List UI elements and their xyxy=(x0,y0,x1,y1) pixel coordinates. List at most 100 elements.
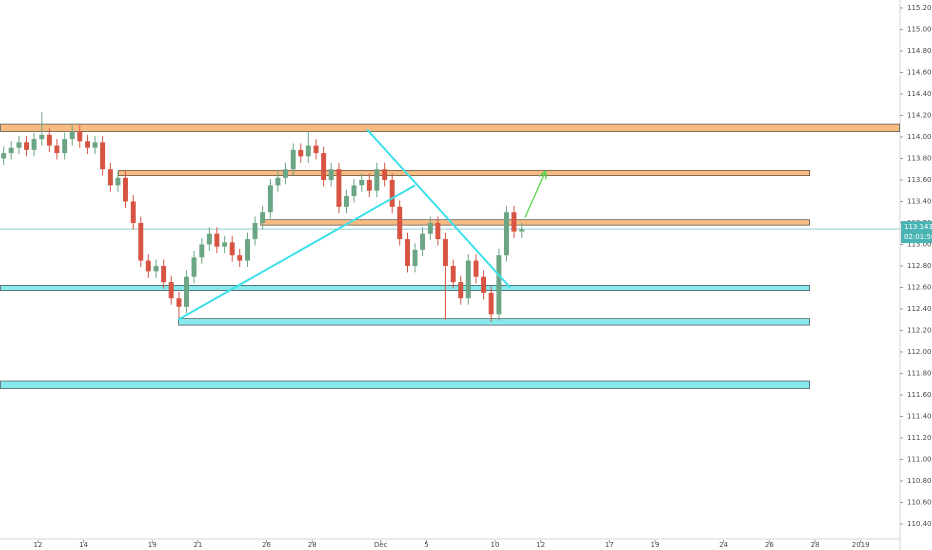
candle-body xyxy=(184,276,189,307)
x-tick-label: 19 xyxy=(148,541,157,549)
candle-body xyxy=(229,242,235,256)
candle-body xyxy=(24,142,29,150)
y-tick-label: 114.200 xyxy=(907,111,932,119)
candle-body xyxy=(245,239,250,261)
y-tick-label: 111.600 xyxy=(907,391,932,399)
candle-body xyxy=(442,239,448,266)
x-tick-label: 26 xyxy=(262,541,271,549)
candle-body xyxy=(16,142,22,148)
candle-body xyxy=(107,169,113,186)
y-tick-label: 110.400 xyxy=(907,520,932,528)
x-tick-label: 17 xyxy=(605,541,614,549)
candle-body xyxy=(488,292,494,315)
y-tick-label: 113.800 xyxy=(907,154,932,162)
candle-body xyxy=(343,196,349,207)
y-tick-label: 112.000 xyxy=(907,348,932,356)
candle-body xyxy=(267,185,273,213)
zone xyxy=(0,123,900,132)
candle-body xyxy=(366,179,372,191)
candle-body xyxy=(359,179,365,186)
y-tick-label: 112.400 xyxy=(907,305,932,313)
candle-body xyxy=(39,134,45,140)
y-tick-label: 114.400 xyxy=(907,90,932,98)
x-tick-label: 26 xyxy=(765,541,774,549)
candle-body xyxy=(77,131,83,142)
x-tick-label: 5 xyxy=(424,541,428,549)
candle-body xyxy=(199,244,205,258)
candle-body xyxy=(427,222,433,234)
x-tick-label: 12 xyxy=(536,541,545,549)
y-tick-label: 113.000 xyxy=(907,240,932,248)
x-tick-label: 2019 xyxy=(852,541,870,549)
candle-body xyxy=(1,153,7,159)
candle-body xyxy=(31,139,37,150)
candle-body xyxy=(382,169,388,180)
countdown-label: 02:01:50 xyxy=(904,233,932,241)
y-tick-label: 114.800 xyxy=(907,47,932,55)
y-tick-label: 113.600 xyxy=(907,176,932,184)
y-tick-label: 110.800 xyxy=(907,477,932,485)
y-tick-label: 111.200 xyxy=(907,434,932,442)
candle-body xyxy=(153,265,159,272)
candle-body xyxy=(206,233,212,245)
candle-body xyxy=(290,149,296,170)
candle-body xyxy=(305,145,311,157)
candle-body xyxy=(145,260,151,272)
candle-body xyxy=(435,222,441,240)
candle-body xyxy=(397,206,403,240)
x-tick-label: 12 xyxy=(33,541,42,549)
y-tick-label: 112.600 xyxy=(907,283,932,291)
candle-body xyxy=(260,212,266,223)
candle-body xyxy=(54,145,60,154)
y-tick-label: 111.400 xyxy=(907,412,932,420)
candle-body xyxy=(465,260,471,299)
candle-body xyxy=(321,153,327,180)
candle-body xyxy=(69,131,75,140)
candle-body xyxy=(115,177,121,186)
candle-body xyxy=(351,185,357,197)
x-tick-label: 19 xyxy=(651,541,660,549)
trend-line xyxy=(366,128,511,289)
candle-body xyxy=(473,260,479,277)
candle-body xyxy=(336,169,342,207)
candle-body xyxy=(62,139,68,154)
y-tick-label: 112.200 xyxy=(907,326,932,334)
candle-body xyxy=(420,233,426,250)
candle-body xyxy=(191,257,197,277)
x-tick-label: 24 xyxy=(719,541,728,549)
x-tick-label: 28 xyxy=(308,541,317,549)
projection-arrow xyxy=(524,172,545,218)
price-box xyxy=(901,221,932,244)
candle-body xyxy=(275,177,281,186)
zone xyxy=(118,169,810,176)
candle-body xyxy=(122,177,128,202)
candle-body xyxy=(389,179,395,207)
y-tick-label: 111.800 xyxy=(907,369,932,377)
candle-body xyxy=(100,142,106,170)
y-tick-label: 114.600 xyxy=(907,68,932,76)
candle-body xyxy=(496,255,502,315)
candle-body xyxy=(161,265,167,283)
candle-body xyxy=(405,239,410,266)
zone xyxy=(260,219,810,226)
zone xyxy=(0,285,810,291)
candle-body xyxy=(46,134,52,146)
candle-body xyxy=(519,229,525,232)
candle-body xyxy=(92,142,98,148)
candle-body xyxy=(252,222,258,240)
candle-body xyxy=(298,149,304,157)
candle-body xyxy=(503,212,509,256)
candle-body xyxy=(176,298,182,307)
x-tick-label: 14 xyxy=(79,541,88,549)
candle-body xyxy=(328,169,334,180)
candle-body xyxy=(450,265,456,283)
y-tick-label: 112.800 xyxy=(907,262,932,270)
y-tick-label: 111.000 xyxy=(907,455,932,463)
candle-body xyxy=(138,222,144,261)
y-tick-label: 114.000 xyxy=(907,133,932,141)
x-tick-label: 21 xyxy=(193,541,202,549)
candle-body xyxy=(412,249,418,266)
candle-body xyxy=(85,141,91,148)
x-tick-label: 28 xyxy=(811,541,820,549)
